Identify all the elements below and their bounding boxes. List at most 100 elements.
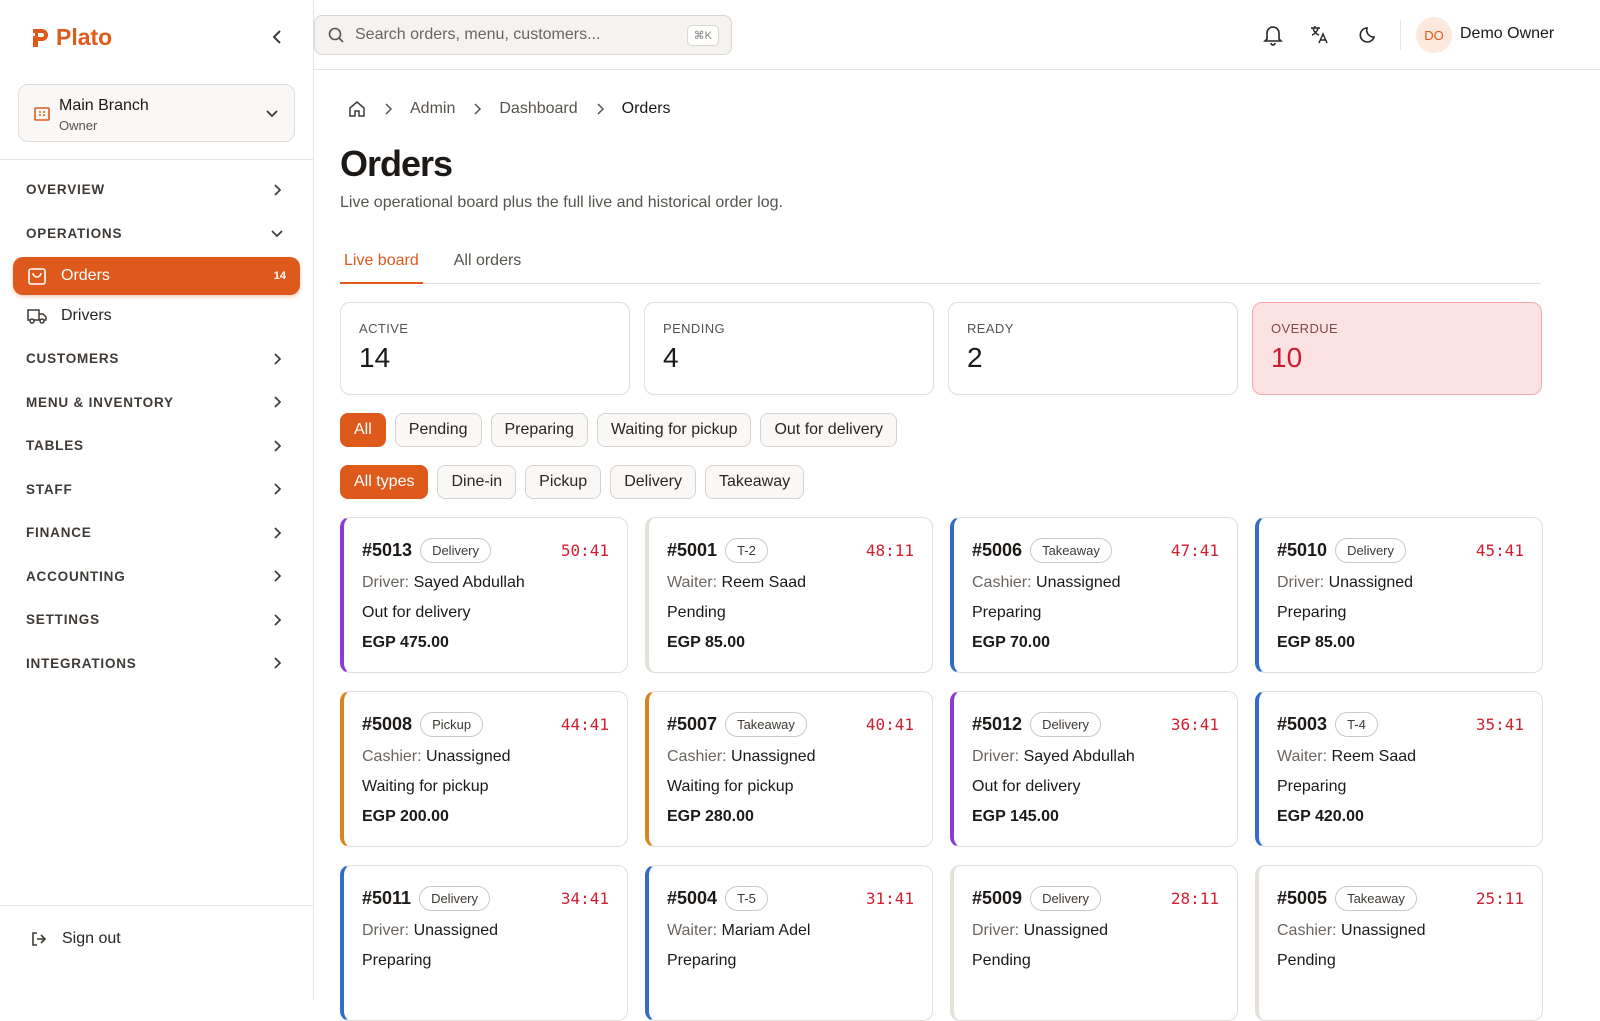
order-header: #5013 Delivery 50:41 — [362, 536, 609, 564]
home-icon[interactable] — [348, 100, 366, 118]
staff-role: Cashier: — [972, 574, 1032, 591]
order-timer: 44:41 — [560, 714, 609, 734]
chevron — [274, 614, 282, 626]
nav-section-label: SETTINGS — [26, 612, 100, 628]
order-id: #5012 — [972, 713, 1023, 734]
tabs: Live board All orders — [340, 246, 1541, 284]
filter-pill[interactable]: All types — [340, 465, 429, 499]
crumb[interactable]: Dashboard — [499, 100, 578, 117]
order-card[interactable]: #5003 T-4 35:41 Waiter: Reem Saad Preparing E… — [1255, 691, 1543, 847]
nav-section-label: OVERVIEW — [26, 182, 105, 198]
order-card[interactable]: #5005 Takeaway 25:11 Cashier: Unassigned Pen… — [1255, 865, 1543, 1021]
type-filters: All types Dine-in Pickup Delivery Takeaway — [340, 465, 805, 499]
nav-section[interactable]: OPERATIONS — [0, 212, 313, 256]
collapse-button[interactable] — [270, 28, 284, 46]
logo[interactable]: Plato — [28, 24, 112, 51]
staff-name: Sayed Abdullah — [413, 574, 525, 591]
crumb-separator — [597, 103, 604, 115]
tab[interactable]: Live board — [340, 246, 423, 284]
filter-pill[interactable]: Preparing — [490, 413, 588, 447]
staff-name: Reem Saad — [1331, 748, 1417, 765]
order-card[interactable]: #5006 Takeaway 47:41 Cashier: Unassigned Pre… — [950, 517, 1238, 673]
order-total: EGP 420.00 — [1277, 808, 1364, 825]
order-type: T-4 — [1335, 711, 1378, 737]
filter-pill[interactable]: Out for delivery — [760, 413, 897, 447]
order-card[interactable]: #5008 Pickup 44:41 Cashier: Unassigned Waiti… — [340, 691, 628, 847]
user-name[interactable]: Demo Owner — [1460, 25, 1555, 42]
order-card[interactable]: #5007 Takeaway 40:41 Cashier: Unassigned Wai… — [645, 691, 933, 847]
stat-card: READY 2 — [948, 302, 1238, 395]
nav-item-label: Drivers — [61, 307, 112, 324]
nav-section[interactable]: STAFF — [0, 468, 313, 512]
nav-section[interactable]: INTEGRATIONS — [0, 642, 313, 686]
filter-pill[interactable]: Takeaway — [704, 465, 805, 499]
search-box[interactable]: Search orders, menu, customers... ⌘K — [314, 15, 732, 55]
notifications-button[interactable] — [1263, 24, 1283, 46]
order-staff: Cashier: Unassigned — [362, 748, 609, 768]
order-header: #5007 Takeaway 40:41 — [667, 710, 914, 738]
order-id: #5010 — [1277, 539, 1328, 560]
staff-role: Driver: — [362, 922, 410, 939]
nav-section[interactable]: OVERVIEW — [0, 168, 313, 212]
crumb-separator — [474, 103, 482, 115]
order-total: EGP 85.00 — [1277, 634, 1355, 651]
order-staff: Driver: Unassigned — [1277, 574, 1524, 594]
filter-pill[interactable]: Delivery — [610, 465, 696, 499]
nav-section[interactable]: CUSTOMERS — [0, 337, 313, 381]
order-card[interactable]: #5011 Delivery 34:41 Driver: Unassigned Prep… — [340, 865, 628, 1021]
filter-pill[interactable]: Waiting for pickup — [596, 413, 752, 447]
theme-button[interactable] — [1359, 24, 1379, 46]
stat-label: OVERDUE — [1271, 321, 1339, 336]
order-status: Preparing — [1277, 604, 1347, 621]
staff-name: Unassigned — [731, 748, 816, 765]
order-card[interactable]: #5010 Delivery 45:41 Driver: Unassigned Prep… — [1255, 517, 1543, 673]
stat-label: ACTIVE — [359, 321, 409, 336]
stat-card: OVERDUE 10 — [1252, 302, 1542, 395]
order-id: #5006 — [972, 539, 1023, 560]
filter-pill[interactable]: All — [340, 413, 386, 447]
order-status: Out for delivery — [972, 778, 1081, 795]
order-type: Delivery — [1030, 885, 1102, 911]
nav-section-label: FINANCE — [26, 525, 92, 541]
order-total: EGP 280.00 — [667, 808, 754, 825]
order-card[interactable]: #5012 Delivery 36:41 Driver: Sayed Abdullah… — [950, 691, 1238, 847]
nav-item[interactable]: Drivers — [13, 297, 300, 335]
order-timer: 45:41 — [1475, 540, 1524, 560]
order-id: #5007 — [667, 713, 718, 734]
avatar[interactable]: DO — [1416, 17, 1452, 53]
sign-out[interactable]: Sign out — [30, 930, 121, 948]
nav-section[interactable]: MENU & INVENTORY — [0, 381, 313, 425]
order-staff: Driver: Sayed Abdullah — [362, 574, 609, 594]
order-card[interactable]: #5013 Delivery 50:41 Driver: Sayed Abdullah… — [340, 517, 628, 673]
staff-role: Waiter: — [1277, 748, 1328, 765]
filter-pill[interactable]: Pending — [394, 413, 482, 447]
order-total: EGP 85.00 — [667, 634, 745, 651]
crumb[interactable]: Admin — [410, 100, 456, 117]
filter-pill[interactable]: Dine-in — [437, 465, 517, 499]
nav-section[interactable]: TABLES — [0, 424, 313, 468]
filter-pill[interactable]: Pickup — [525, 465, 602, 499]
order-card[interactable]: #5001 T-2 48:11 Waiter: Reem Saad Pending EGP… — [645, 517, 933, 673]
order-card[interactable]: #5009 Delivery 28:11 Driver: Unassigned Pend… — [950, 865, 1238, 1021]
nav-section-label: CUSTOMERS — [26, 351, 120, 367]
order-type: Takeaway — [1335, 885, 1417, 911]
stat-value: 14 — [359, 342, 391, 373]
nav: OVERVIEW OPERATIONS Orders 14 Drivers CUSTOME… — [0, 168, 313, 685]
staff-role: Driver: — [1277, 574, 1325, 591]
nav-item[interactable]: Orders 14 — [13, 257, 300, 295]
nav-section[interactable]: SETTINGS — [0, 598, 313, 642]
staff-name: Unassigned — [1023, 922, 1109, 939]
nav-section[interactable]: ACCOUNTING — [0, 555, 313, 599]
order-card[interactable]: #5004 T-5 31:41 Waiter: Mariam Adel Preparin… — [645, 865, 933, 1021]
stat-value: 4 — [663, 342, 679, 373]
nav-section[interactable]: FINANCE — [0, 511, 313, 555]
language-button[interactable] — [1309, 24, 1329, 46]
staff-name: Unassigned — [413, 922, 499, 939]
tab[interactable]: All orders — [453, 252, 522, 269]
shortcut: ⌘K — [686, 24, 719, 46]
stat-value: 10 — [1271, 342, 1303, 373]
branch-switcher[interactable]: Main Branch Owner — [18, 84, 295, 142]
order-total: EGP 145.00 — [972, 808, 1059, 825]
nav-badge: 14 — [273, 270, 286, 282]
staff-role: Cashier: — [667, 748, 727, 765]
